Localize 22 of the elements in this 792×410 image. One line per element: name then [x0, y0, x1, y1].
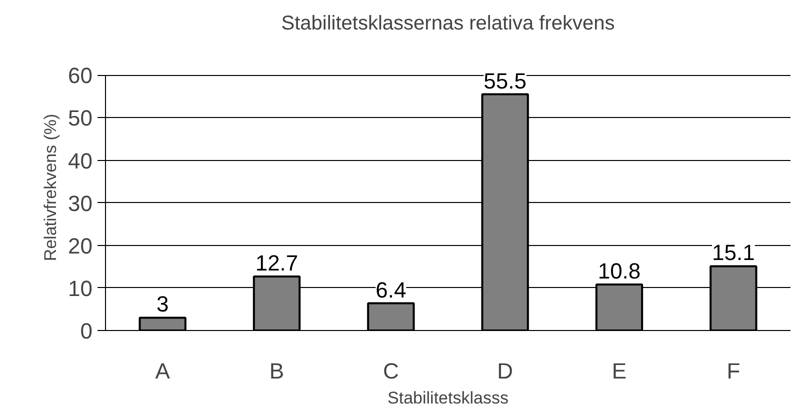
y-tick-label: 20 [68, 233, 93, 258]
y-tick-label: 60 [68, 63, 93, 88]
x-tick-label: C [382, 358, 399, 384]
data-label: 3 [156, 292, 169, 317]
chart-title: Stabilitetsklassernas relativa frekvens [281, 12, 615, 34]
data-label: 12.7 [255, 250, 298, 276]
y-tick-label: 30 [68, 190, 93, 216]
x-axis-title: Stabilitetsklasss [388, 388, 508, 408]
data-label: 6.4 [376, 277, 406, 302]
data-label: 55.5 [484, 68, 526, 94]
x-tick-label: E [612, 358, 627, 384]
x-tick-label: D [497, 358, 514, 384]
data-label: 15.1 [712, 240, 755, 266]
x-tick-label: B [269, 358, 284, 384]
x-tick-label: A [155, 358, 170, 384]
data-label: 10.8 [598, 258, 641, 284]
y-tick-label: 50 [68, 106, 93, 131]
y-tick-label: 10 [68, 276, 93, 301]
y-axis-title: Relativfrekvens (%) [41, 114, 60, 262]
y-tick-label: 0 [80, 318, 93, 344]
x-tick-label: F [726, 358, 740, 384]
y-tick-label: 40 [68, 148, 93, 174]
